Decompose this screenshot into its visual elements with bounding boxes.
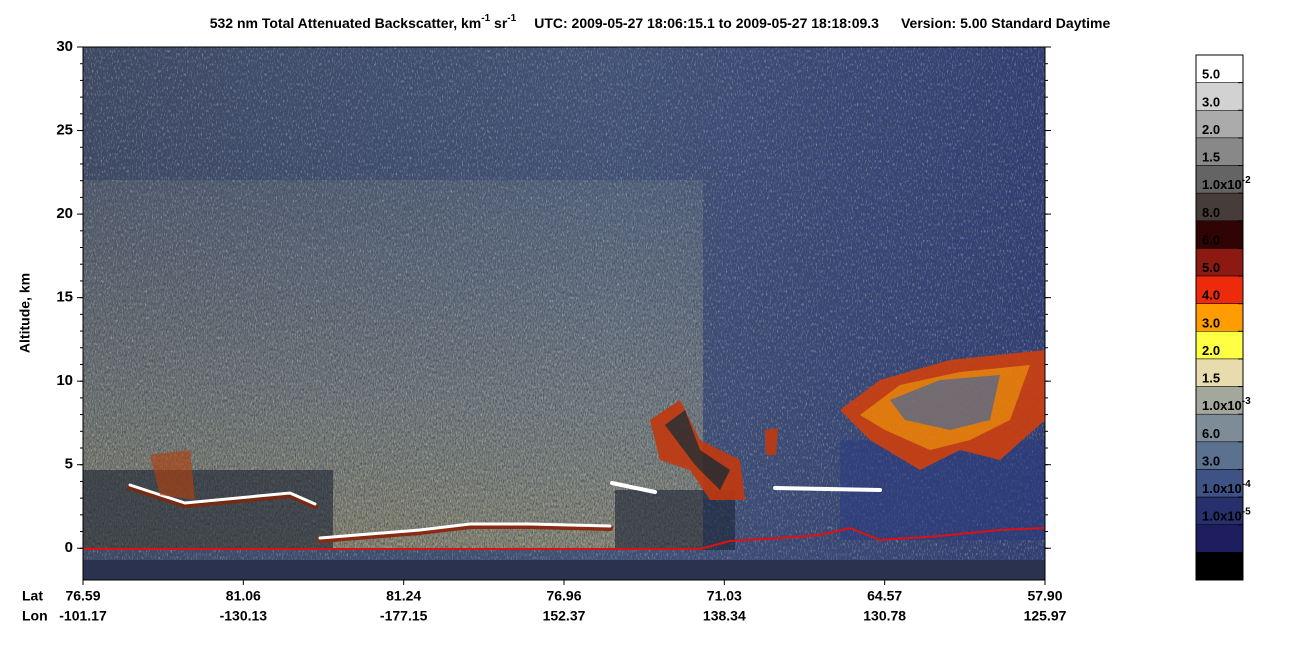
colorbar-label-base: 1.0x10	[1202, 509, 1242, 524]
y-tick-label: 30	[56, 38, 73, 55]
colorbar-label: 3.0	[1202, 316, 1220, 331]
curtain-image	[83, 47, 1045, 580]
lat-label: 81.24	[386, 588, 421, 604]
colorbar-label-base: 2.0	[1202, 343, 1220, 358]
colorbar-swatch	[1195, 552, 1244, 581]
colorbar-label-base: 8.0	[1202, 205, 1220, 220]
colorbar-frame	[1195, 54, 1244, 581]
lat-label: 57.90	[1027, 588, 1062, 604]
y-axis-label: Altitude, km	[17, 273, 33, 353]
surface-line	[83, 526, 1045, 550]
y-tick-label: 20	[56, 205, 73, 222]
colorbar-label: 2.0	[1202, 122, 1220, 137]
colorbar-label-base: 4.0	[1202, 288, 1220, 303]
colorbar: 5.03.02.01.51.0x10-28.06.05.04.03.02.01.…	[1195, 54, 1251, 581]
lat-label: 64.57	[867, 588, 902, 604]
lon-label: 125.97	[1024, 608, 1067, 624]
colorbar-label-base: 6.0	[1202, 426, 1220, 441]
lat-label: 76.59	[65, 588, 100, 604]
colorbar-label: 3.0	[1202, 454, 1220, 469]
colorbar-label: 1.5	[1202, 371, 1220, 386]
colorbar-label: 3.0	[1202, 95, 1220, 110]
colorbar-label-exp: -2	[1242, 175, 1251, 186]
title-utc: UTC: 2009-05-27 18:06:15.1 to 2009-05-27…	[534, 15, 879, 31]
colorbar-label-base: 1.0x10	[1202, 178, 1242, 193]
colorbar-swatch	[1195, 524, 1244, 553]
colorbar-label: 1.0x10-5	[1202, 506, 1251, 524]
colorbar-label-base: 1.0x10	[1202, 482, 1242, 497]
colorbar-label-base: 5.0	[1202, 260, 1220, 275]
lon-label: 152.37	[543, 608, 586, 624]
colorbar-swatch	[1195, 469, 1244, 498]
colorbar-label-exp: -3	[1242, 396, 1251, 407]
x-row-name: Lat	[22, 588, 43, 604]
title-exp: -1	[481, 13, 490, 24]
title-exp: -1	[507, 13, 516, 24]
colorbar-label: 2.0	[1202, 343, 1220, 358]
x-row-name: Lon	[22, 608, 48, 624]
colorbar-label-base: 6.0	[1202, 233, 1220, 248]
colorbar-swatch	[1195, 82, 1244, 111]
colorbar-swatch	[1195, 220, 1244, 249]
colorbar-label-exp: -4	[1242, 479, 1251, 490]
lon-label: 138.34	[703, 608, 746, 624]
colorbar-swatch	[1195, 413, 1244, 443]
colorbar-label: 8.0	[1202, 205, 1220, 220]
colorbar-label: 1.5	[1202, 150, 1220, 165]
lon-label: -101.17	[59, 608, 107, 624]
lat-label: 76.96	[546, 588, 581, 604]
colorbar-label-base: 5.0	[1202, 67, 1220, 82]
y-tick-label: 10	[56, 372, 73, 389]
colorbar-label-base: 1.5	[1202, 150, 1220, 165]
colorbar-label: 5.0	[1202, 260, 1220, 275]
lon-label: -130.13	[220, 608, 268, 624]
y-tick-label: 25	[56, 122, 73, 139]
title-main: 532 nm Total Attenuated Backscatter, km	[210, 15, 482, 31]
lon-label: 130.78	[863, 608, 906, 624]
colorbar-swatch	[1195, 248, 1244, 277]
chart-title: 532 nm Total Attenuated Backscatter, km-…	[210, 13, 1111, 31]
colorbar-swatch	[1195, 275, 1244, 304]
colorbar-label-base: 3.0	[1202, 316, 1220, 331]
lat-label: 71.03	[707, 588, 742, 604]
colorbar-label: 4.0	[1202, 288, 1220, 303]
lon-label: -177.15	[380, 608, 428, 624]
y-tick-label: 15	[56, 289, 73, 306]
colorbar-label: 1.0x10-4	[1202, 479, 1251, 497]
y-tick-label: 0	[65, 539, 73, 556]
colorbar-swatch	[1195, 303, 1244, 332]
colorbar-label-base: 3.0	[1202, 95, 1220, 110]
lat-label: 81.06	[226, 588, 261, 604]
colorbar-label-base: 3.0	[1202, 454, 1220, 469]
colorbar-label-base: 2.0	[1202, 122, 1220, 137]
colorbar-label: 5.0	[1202, 67, 1220, 82]
colorbar-label: 6.0	[1202, 426, 1220, 441]
colorbar-swatch	[1195, 165, 1244, 194]
colorbar-swatch	[1195, 441, 1244, 470]
colorbar-label-base: 1.0x10	[1202, 399, 1242, 414]
colorbar-label: 6.0	[1202, 233, 1220, 248]
y-tick-label: 5	[65, 456, 73, 473]
colorbar-label-exp: -5	[1242, 506, 1251, 517]
title-unit: sr	[490, 15, 508, 31]
colorbar-label-base: 1.5	[1202, 371, 1220, 386]
title-version: Version: 5.00 Standard Daytime	[901, 15, 1111, 31]
colorbar-label: 1.0x10-2	[1202, 175, 1251, 193]
colorbar-label: 1.0x10-3	[1202, 396, 1251, 414]
